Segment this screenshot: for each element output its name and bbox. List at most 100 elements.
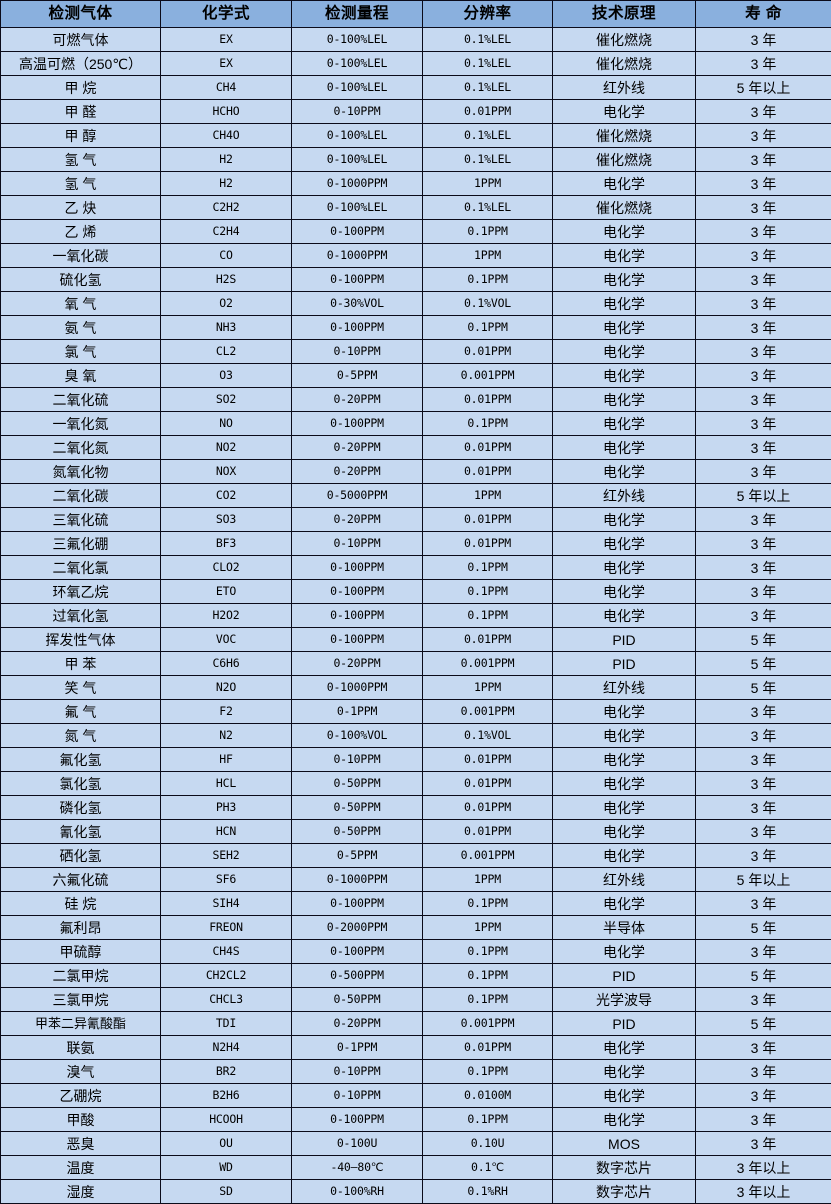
cell-lifetime: 3 年 — [696, 1132, 831, 1156]
cell-gas: 三氯甲烷 — [1, 988, 161, 1012]
cell-lifetime: 3 年 — [696, 172, 831, 196]
cell-lifetime: 3 年 — [696, 220, 831, 244]
cell-resolution: 0.1%LEL — [423, 148, 553, 172]
cell-chemical-formula: VOC — [161, 628, 292, 652]
cell-lifetime: 3 年 — [696, 844, 831, 868]
cell-chemical-formula: SD — [161, 1180, 292, 1204]
cell-resolution: 0.1%RH — [423, 1180, 553, 1204]
cell-chemical-formula: H2 — [161, 148, 292, 172]
cell-lifetime: 3 年 — [696, 508, 831, 532]
cell-lifetime: 3 年 — [696, 292, 831, 316]
cell-chemical-formula: SF6 — [161, 868, 292, 892]
cell-chemical-formula: SIH4 — [161, 892, 292, 916]
cell-technology: 红外线 — [553, 676, 696, 700]
cell-lifetime: 3 年 — [696, 316, 831, 340]
cell-resolution: 1PPM — [423, 676, 553, 700]
cell-detection-range: 0-100PPM — [292, 604, 423, 628]
cell-gas: 甲 醛 — [1, 100, 161, 124]
cell-lifetime: 3 年 — [696, 1084, 831, 1108]
cell-technology: MOS — [553, 1132, 696, 1156]
cell-detection-range: 0-50PPM — [292, 988, 423, 1012]
cell-gas: 氢 气 — [1, 172, 161, 196]
cell-lifetime: 3 年 — [696, 364, 831, 388]
cell-detection-range: 0-100PPM — [292, 316, 423, 340]
cell-chemical-formula: N2O — [161, 676, 292, 700]
cell-resolution: 0.001PPM — [423, 364, 553, 388]
cell-chemical-formula: O2 — [161, 292, 292, 316]
cell-technology: 电化学 — [553, 796, 696, 820]
cell-detection-range: 0-50PPM — [292, 772, 423, 796]
column-header-resolution: 分辨率 — [423, 1, 553, 28]
cell-lifetime: 3 年 — [696, 52, 831, 76]
cell-lifetime: 5 年 — [696, 628, 831, 652]
column-header-chemical-formula: 化学式 — [161, 1, 292, 28]
cell-lifetime: 5 年以上 — [696, 868, 831, 892]
cell-chemical-formula: HCHO — [161, 100, 292, 124]
cell-lifetime: 3 年 — [696, 388, 831, 412]
cell-gas: 氯化氢 — [1, 772, 161, 796]
cell-chemical-formula: B2H6 — [161, 1084, 292, 1108]
cell-gas: 甲硫醇 — [1, 940, 161, 964]
cell-resolution: 0.01PPM — [423, 100, 553, 124]
column-header-gas: 检测气体 — [1, 1, 161, 28]
cell-technology: 电化学 — [553, 940, 696, 964]
cell-technology: 数字芯片 — [553, 1156, 696, 1180]
cell-detection-range: 0-100%VOL — [292, 724, 423, 748]
cell-chemical-formula: H2 — [161, 172, 292, 196]
cell-detection-range: 0-1PPM — [292, 700, 423, 724]
cell-gas: 乙 炔 — [1, 196, 161, 220]
cell-gas: 氟化氢 — [1, 748, 161, 772]
cell-gas: 二氧化氯 — [1, 556, 161, 580]
cell-resolution: 0.001PPM — [423, 844, 553, 868]
cell-lifetime: 3 年 — [696, 820, 831, 844]
cell-technology: 电化学 — [553, 580, 696, 604]
cell-detection-range: 0-10PPM — [292, 340, 423, 364]
cell-lifetime: 3 年 — [696, 604, 831, 628]
cell-resolution: 0.10U — [423, 1132, 553, 1156]
cell-technology: 电化学 — [553, 220, 696, 244]
cell-chemical-formula: CH4O — [161, 124, 292, 148]
cell-resolution: 0.1%LEL — [423, 28, 553, 52]
cell-resolution: 0.1PPM — [423, 556, 553, 580]
column-header-lifetime: 寿 命 — [696, 1, 831, 28]
cell-detection-range: 0-100PPM — [292, 580, 423, 604]
cell-lifetime: 3 年 — [696, 460, 831, 484]
cell-detection-range: 0-2000PPM — [292, 916, 423, 940]
cell-chemical-formula: C6H6 — [161, 652, 292, 676]
cell-resolution: 0.1PPM — [423, 1108, 553, 1132]
cell-detection-range: 0-100PPM — [292, 892, 423, 916]
cell-lifetime: 3 年 — [696, 436, 831, 460]
cell-resolution: 0.1%LEL — [423, 52, 553, 76]
cell-technology: 数字芯片 — [553, 1180, 696, 1204]
cell-chemical-formula: PH3 — [161, 796, 292, 820]
cell-gas: 氨 气 — [1, 316, 161, 340]
cell-detection-range: 0-100PPM — [292, 1108, 423, 1132]
cell-lifetime: 3 年 — [696, 196, 831, 220]
cell-resolution: 0.01PPM — [423, 436, 553, 460]
cell-technology: 电化学 — [553, 532, 696, 556]
cell-detection-range: 0-10PPM — [292, 532, 423, 556]
cell-gas: 氮氧化物 — [1, 460, 161, 484]
cell-technology: 电化学 — [553, 1084, 696, 1108]
cell-lifetime: 5 年以上 — [696, 76, 831, 100]
cell-gas: 甲酸 — [1, 1108, 161, 1132]
cell-gas: 乙硼烷 — [1, 1084, 161, 1108]
cell-lifetime: 5 年 — [696, 1012, 831, 1036]
cell-lifetime: 3 年 — [696, 748, 831, 772]
cell-technology: 电化学 — [553, 172, 696, 196]
cell-resolution: 1PPM — [423, 172, 553, 196]
cell-chemical-formula: CH4 — [161, 76, 292, 100]
cell-chemical-formula: H2S — [161, 268, 292, 292]
cell-gas: 联氨 — [1, 1036, 161, 1060]
cell-technology: 红外线 — [553, 484, 696, 508]
cell-technology: 电化学 — [553, 772, 696, 796]
cell-technology: 电化学 — [553, 556, 696, 580]
